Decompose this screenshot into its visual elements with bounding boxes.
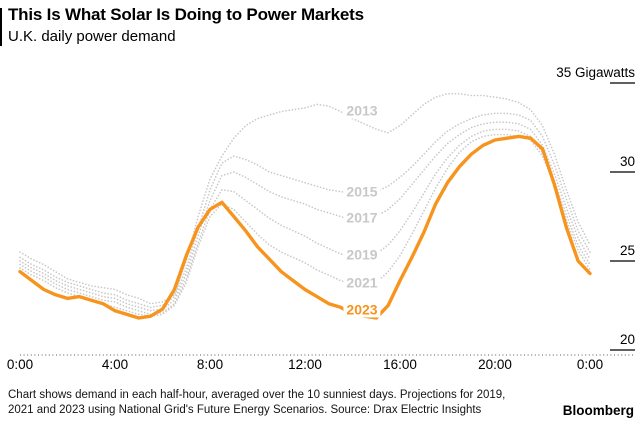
y-tick-label: 35 Gigawatts [553, 65, 635, 80]
x-tick-label: 4:00 [101, 357, 129, 372]
series-line-2017 [19, 121, 591, 312]
series-label-2015: 2015 [343, 184, 381, 200]
series-label-2021: 2021 [343, 275, 381, 291]
page-subtitle: U.K. daily power demand [8, 28, 176, 45]
page-title: This Is What Solar Is Doing to Power Mar… [8, 5, 364, 24]
y-tick-label: 20 [616, 332, 635, 347]
series-line-2015 [19, 112, 591, 309]
y-tick-label: 30 [616, 154, 635, 169]
series-line-2013 [19, 92, 591, 305]
chart-footnote: Chart shows demand in each half-hour, av… [8, 389, 506, 416]
series-label-2019: 2019 [343, 247, 381, 263]
x-tick-label: 8:00 [196, 357, 224, 372]
series-line-2021 [19, 133, 591, 318]
series-label-2017: 2017 [343, 210, 381, 226]
header-accent-bar [0, 8, 2, 46]
chart-area: 35 Gigawatts 30 25 20 0:00 4:00 8:00 12:00 16:00… [0, 55, 640, 385]
series-line-2019 [19, 128, 591, 316]
series-label-2023: 2023 [343, 302, 381, 318]
y-tick-label: 25 [616, 243, 635, 258]
x-tick-label: 16:00 [383, 357, 417, 372]
x-tick-label: 12:00 [288, 357, 322, 372]
x-tick-label: 20:00 [478, 357, 512, 372]
x-tick-label: 0:00 [6, 357, 34, 372]
series-line-2023 [18, 134, 592, 320]
x-tick-label: 0:00 [576, 357, 604, 372]
bloomberg-logo: Bloomberg [562, 403, 634, 418]
series-label-2013: 2013 [343, 103, 381, 119]
demand-chart-svg [18, 82, 635, 356]
